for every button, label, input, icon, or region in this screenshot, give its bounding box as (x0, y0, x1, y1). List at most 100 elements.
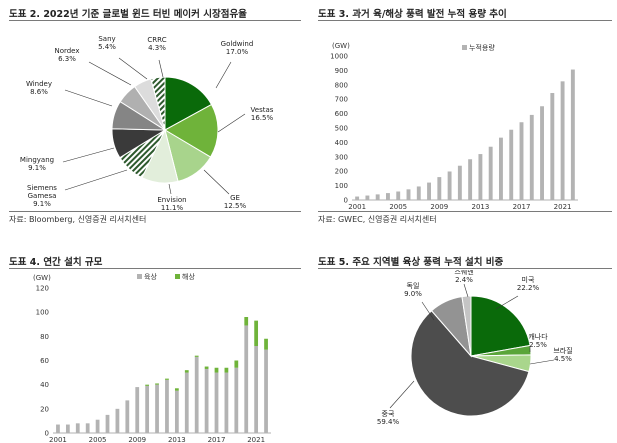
bar (224, 372, 229, 433)
x-tick-label: 2009 (128, 436, 146, 443)
bar (375, 194, 380, 200)
bar (194, 355, 199, 357)
slice-label: 독일 (407, 281, 420, 290)
y-tick-label: 900 (335, 67, 348, 75)
bar (224, 367, 229, 373)
bar (214, 372, 219, 433)
slice-label: Siemens (27, 184, 57, 192)
y-tick-label: 700 (335, 96, 348, 104)
leader-line (88, 61, 132, 86)
x-tick-label: 2021 (554, 203, 572, 211)
bar (457, 165, 462, 200)
slice-value: 8.6% (30, 88, 48, 96)
y-tick-label: 80 (40, 333, 49, 341)
chart-source: 자료: GWEC, 신영증권 리서치센터 (318, 215, 437, 224)
y-tick-label: 300 (335, 153, 348, 161)
y-tick-label: 120 (36, 285, 49, 293)
slice-label: 중국 (382, 410, 395, 418)
bar (174, 388, 179, 391)
bar (75, 423, 80, 433)
bar (135, 387, 140, 433)
bar (155, 384, 159, 433)
leader-line (495, 295, 519, 310)
bar (355, 196, 360, 200)
chart-title: 도표 4. 연간 설치 규모 (9, 257, 103, 268)
bar (478, 154, 483, 200)
pie-slice (150, 76, 166, 131)
y-tick-label: 100 (36, 309, 49, 317)
chart-title: 도표 3. 과거 육/해상 풍력 발전 누적 용량 추이 (318, 9, 507, 20)
slice-label: Vestas (251, 106, 274, 114)
leader-line (64, 169, 128, 191)
bar (214, 367, 219, 373)
bar (570, 69, 575, 200)
slice-label: GE (230, 194, 240, 202)
bar (550, 93, 555, 200)
slice-label: 미국 (522, 275, 535, 284)
bar (234, 367, 239, 433)
title-rule (318, 268, 612, 269)
pie-slice (164, 76, 213, 131)
panel-regional-share: 도표 5. 주요 지역별 육상 풍력 누적 설치 비중 미국 22.2% 캐나다 2.… (318, 248, 612, 443)
bar (468, 159, 473, 200)
bar (447, 171, 452, 200)
chart-title: 도표 2. 2022년 기준 글로벌 윈드 터빈 메이커 시장점유율 (9, 9, 247, 20)
y-tick-label: 60 (40, 357, 49, 365)
leader-line (62, 147, 115, 163)
bar (204, 368, 209, 433)
bar (174, 390, 179, 433)
leader-line (421, 301, 435, 321)
bar (184, 372, 189, 433)
y-tick-label: 400 (335, 139, 348, 147)
bar (145, 384, 150, 386)
slice-label: Envision (157, 196, 186, 204)
y-tick-label: 200 (335, 168, 348, 176)
bar (184, 370, 189, 373)
bar (65, 424, 70, 433)
annual-installations-bar-chart: 0 20 40 60 80 100 120 (GW) 2001 2005 2009 2013 2017 2… (33, 272, 271, 443)
slice-value: 9.1% (33, 200, 51, 208)
slice-label: 스웨덴 (454, 270, 473, 276)
y-tick-label: 0 (344, 197, 348, 205)
leader-line (168, 183, 172, 195)
slice-value: 17.0% (226, 48, 249, 56)
slice-label: Sany (98, 35, 115, 43)
bar (519, 122, 524, 200)
leader-line (64, 89, 113, 107)
slice-value: 2.5% (529, 341, 547, 349)
bar (254, 320, 259, 347)
panel-market-share: 도표 2. 2022년 기준 글로벌 윈드 터빈 메이커 시장점유율 Goldw… (9, 0, 303, 226)
bar (264, 349, 268, 434)
bar (365, 195, 370, 200)
bar (416, 186, 421, 200)
pie-slice (163, 103, 219, 158)
bar (437, 177, 442, 200)
bar (105, 414, 110, 434)
pie-slice (470, 295, 531, 357)
legend-swatch (137, 274, 142, 279)
x-tick-label: 2017 (208, 436, 226, 443)
leader-line (389, 380, 415, 409)
leader-line (118, 57, 148, 80)
bar (386, 193, 390, 200)
y-tick-label: 40 (40, 381, 49, 389)
bar (560, 81, 565, 200)
bar (115, 408, 120, 433)
bar (145, 385, 150, 434)
y-tick-label: 500 (335, 125, 348, 133)
bar (165, 379, 169, 433)
slice-value: 59.4% (377, 418, 400, 426)
slice-value: 9.0% (404, 290, 422, 298)
slice-label: Nordex (54, 47, 79, 55)
pie-slice (410, 310, 530, 417)
cumulative-capacity-bar-chart: 0 100 200 300 400 500 600 700 800 900 1000 (GW) 2001… (330, 42, 578, 211)
y-tick-label: 1000 (330, 53, 348, 61)
legend-swatch (175, 274, 180, 279)
legend-label: 해상 (182, 272, 195, 281)
slice-value: 4.3% (148, 44, 166, 52)
legend-swatch (462, 45, 467, 50)
title-rule (9, 20, 301, 21)
bar (165, 378, 169, 380)
